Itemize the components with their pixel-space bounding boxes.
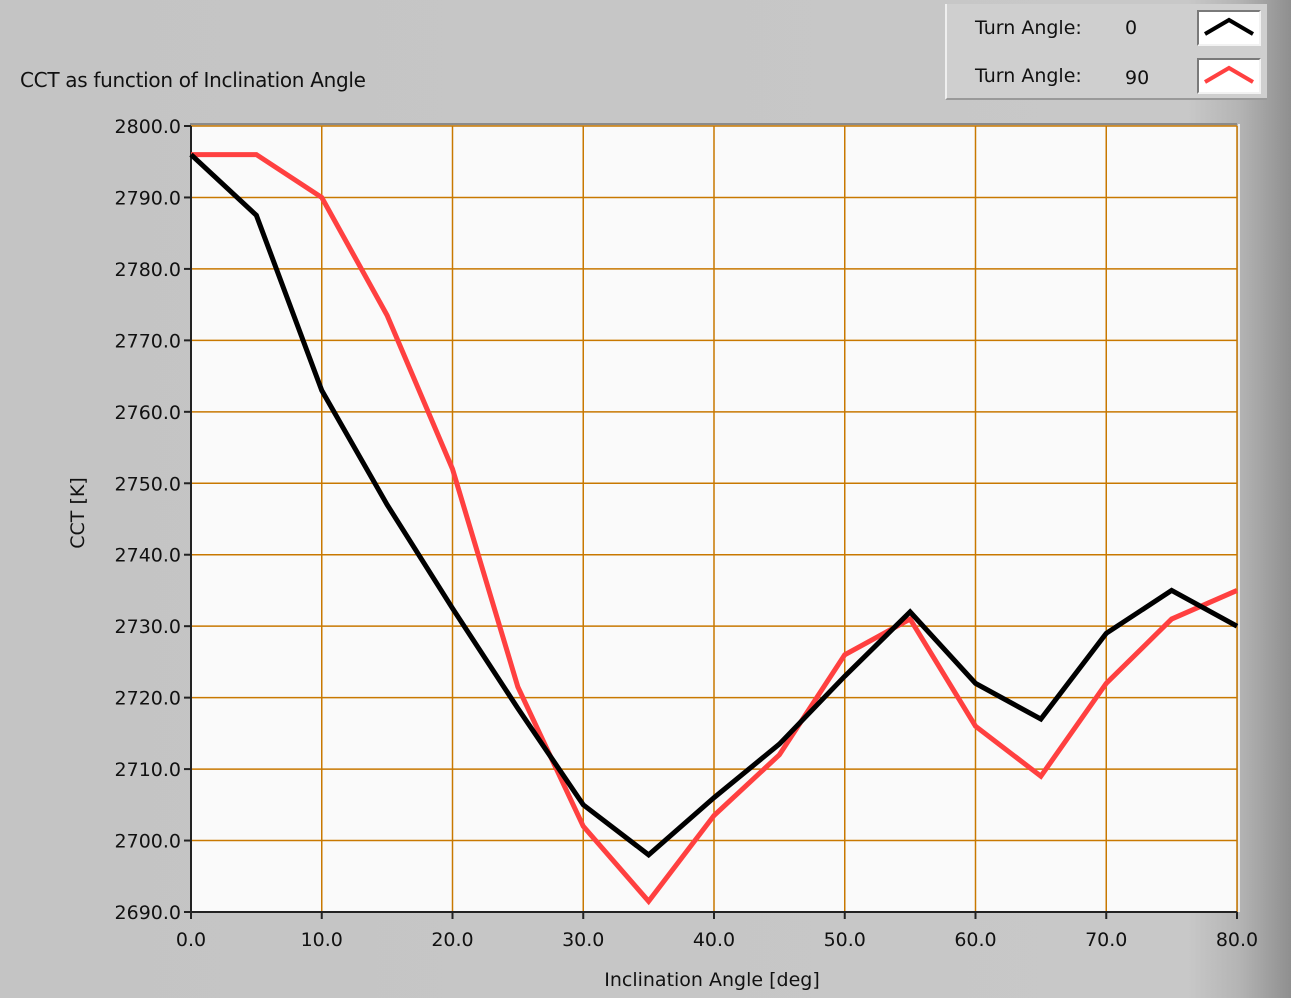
y-tick-label: 2740.0: [115, 545, 181, 567]
x-tick-label: 80.0: [1216, 929, 1258, 951]
line-style-icon: [1203, 17, 1255, 36]
y-tick-label: 2790.0: [115, 187, 181, 209]
y-tick-label: 2800.0: [115, 116, 181, 138]
x-tick-label: 50.0: [824, 929, 866, 951]
legend-label-series-1: Turn Angle:: [975, 17, 1082, 39]
series-line-2: [191, 152, 1239, 906]
x-tick-label: 20.0: [431, 929, 473, 951]
y-tick-label: 2720.0: [115, 688, 181, 710]
x-tick-label: 70.0: [1085, 929, 1127, 951]
x-tick-label: 10.0: [301, 929, 343, 951]
x-tick-label: 0.0: [176, 929, 206, 951]
line-style-icon: [1203, 65, 1255, 84]
y-tick-label: 2780.0: [115, 259, 181, 281]
legend-label-series-2: Turn Angle:: [975, 65, 1082, 87]
legend-swatch-series-1[interactable]: [1197, 10, 1261, 46]
x-tick-label: 60.0: [954, 929, 996, 951]
x-tick-label: 30.0: [562, 929, 604, 951]
x-axis-title: Inclination Angle [deg]: [604, 969, 820, 991]
y-tick-label: 2690.0: [115, 902, 181, 924]
y-tick-label: 2710.0: [115, 759, 181, 781]
plot-legend[interactable]: Turn Angle: 0 Turn Angle: 90: [945, 4, 1267, 100]
y-tick-label: 2730.0: [115, 616, 181, 638]
y-tick-label: 2770.0: [115, 330, 181, 352]
legend-value-series-2: 90: [1125, 67, 1150, 89]
legend-swatch-series-2[interactable]: [1197, 58, 1261, 94]
legend-value-series-1: 0: [1125, 17, 1138, 39]
y-axis-title: CCT [K]: [67, 477, 89, 548]
y-tick-label: 2700.0: [115, 831, 181, 853]
y-tick-label: 2750.0: [115, 473, 181, 495]
y-tick-label: 2760.0: [115, 402, 181, 424]
chart-title: CCT as function of Inclination Angle: [20, 68, 366, 92]
series-line-1: [189, 152, 1239, 859]
x-tick-label: 40.0: [693, 929, 735, 951]
